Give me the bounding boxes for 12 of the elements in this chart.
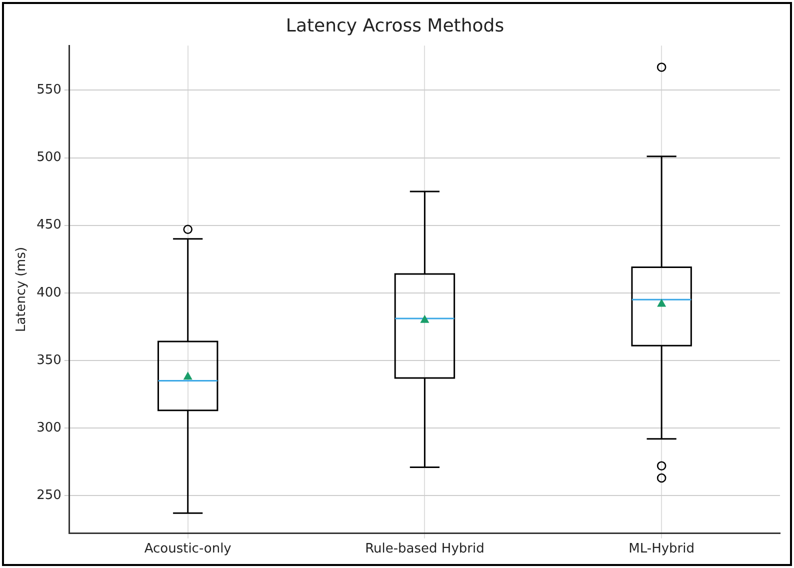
y-tick-label: 450	[36, 218, 62, 233]
x-tick-label: ML-Hybrid	[628, 542, 694, 557]
y-tick-label: 500	[36, 150, 62, 166]
y-tick-label: 250	[36, 488, 62, 503]
x-tick-label: Rule-based Hybrid	[365, 542, 484, 557]
y-tick-label: 300	[36, 420, 62, 436]
y-tick-label: 550	[36, 82, 62, 98]
y-axis-title: Latency (ms)	[14, 246, 30, 332]
y-tick-label: 350	[36, 352, 62, 368]
y-tick-label: 400	[36, 285, 62, 300]
chart-title: Latency Across Methods	[286, 15, 504, 36]
x-tick-label: Acoustic-only	[144, 542, 232, 557]
